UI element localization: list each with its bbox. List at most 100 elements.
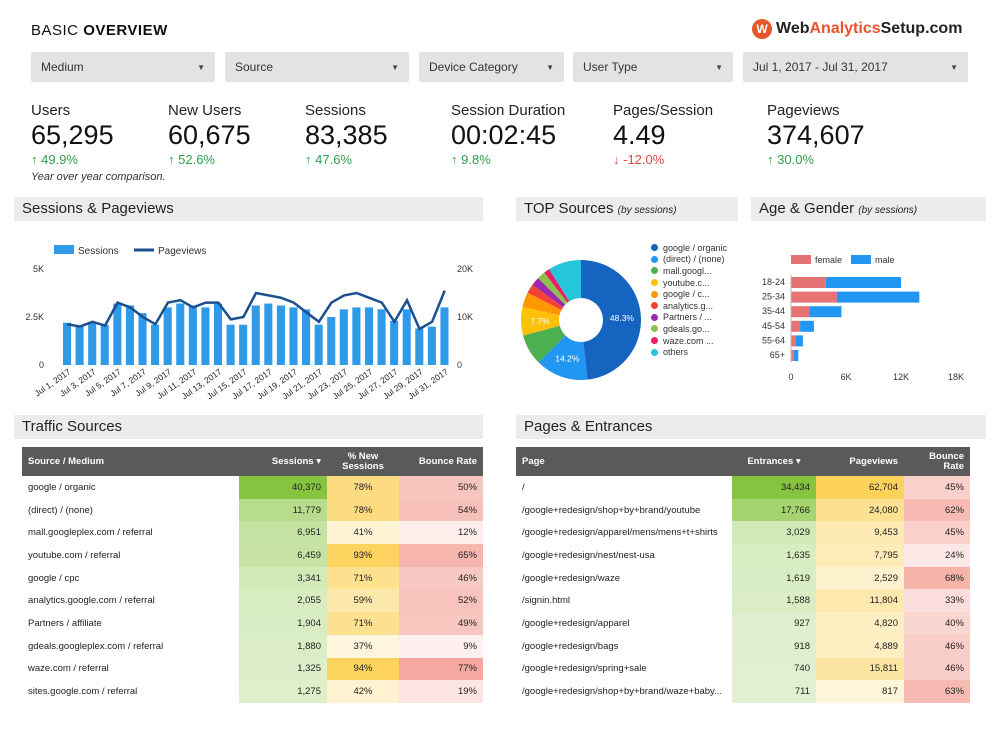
bounce-rate-cell: 50% — [399, 476, 483, 499]
kpi-change: ↑ 30.0% — [767, 152, 814, 167]
arrow-up-icon: ↑ — [305, 152, 312, 167]
sessions-bar — [440, 307, 449, 365]
medium-filter[interactable]: Medium ▼ — [31, 52, 215, 82]
pageviews-cell: 4,820 — [816, 612, 904, 635]
sessions-cell: 3,341 — [239, 566, 327, 590]
page-cell: /google+redesign/shop+by+brand/youtube — [522, 504, 701, 516]
left-axis-tick: 0 — [39, 360, 44, 370]
source-medium-cell: google / organic — [28, 481, 96, 493]
page-cell: /google+redesign/apparel/mens/mens+t+shi… — [522, 527, 718, 539]
source-medium-cell: sites.google.com / referral — [28, 686, 138, 698]
pageviews-cell: 9,453 — [816, 521, 904, 545]
bounce-rate-cell: 33% — [904, 589, 970, 613]
bounce-rate-cell: 49% — [399, 612, 483, 635]
bounce-rate-cell: 46% — [904, 657, 970, 681]
table-row[interactable]: gdeals.googleplex.com / referral 1,880 37%… — [22, 634, 483, 658]
top-sources-pie-chart: 48.3% 14.2% 7.7% — [521, 260, 642, 380]
table-row[interactable]: / 34,434 62,704 45% — [516, 476, 970, 499]
source-medium-cell: (direct) / (none) — [28, 504, 93, 516]
sessions-bar — [415, 328, 424, 365]
sessions-bar — [138, 313, 147, 365]
device-category-filter[interactable]: Device Category ▼ — [419, 52, 564, 82]
sessions-bar — [377, 309, 386, 365]
legend-item: google / c... — [651, 288, 727, 300]
new-sessions-cell: 71% — [327, 612, 399, 635]
table-row[interactable]: /google+redesign/bags 918 4,889 46% — [516, 634, 970, 658]
col-page[interactable]: Page — [516, 447, 732, 476]
col-bounce-rate[interactable]: Bounce Rate — [399, 447, 483, 476]
table-row[interactable]: mall.googleplex.com / referral 6,951 41% 12… — [22, 521, 483, 545]
table-row[interactable]: google / cpc 3,341 71% 46% — [22, 566, 483, 590]
table-row[interactable]: Partners / affiliate 1,904 71% 49% — [22, 612, 483, 635]
col-sessions[interactable]: Sessions ▾ — [239, 447, 327, 476]
date-range-picker[interactable]: Jul 1, 2017 - Jul 31, 2017 ▼ — [743, 52, 968, 82]
female-bar — [791, 335, 796, 347]
sessions-bar — [289, 307, 298, 365]
age-gender-header: Age & Gender (by sessions) — [751, 197, 986, 221]
legend-male-swatch — [851, 255, 871, 264]
pageviews-cell: 4,889 — [816, 634, 904, 658]
col-bounce-rate[interactable]: Bounce Rate — [904, 447, 970, 476]
pageviews-cell: 15,811 — [816, 657, 904, 681]
pages-entrances-header: Pages & Entrances — [516, 415, 986, 439]
user-type-filter[interactable]: User Type ▼ — [573, 52, 733, 82]
col-pageviews[interactable]: Pageviews — [816, 447, 904, 476]
legend-sessions: Sessions — [78, 246, 119, 257]
age-category-label: 35-44 — [762, 306, 785, 316]
sessions-bar — [163, 307, 172, 365]
table-row[interactable]: /google+redesign/spring+sale 740 15,811 46% — [516, 657, 970, 681]
table-row[interactable]: google / organic 40,370 78% 50% — [22, 476, 483, 499]
table-row[interactable]: /google+redesign/shop+by+brand/youtube 17… — [516, 498, 970, 522]
age-x-tick: 0 — [788, 372, 793, 382]
legend-dot-icon — [651, 267, 658, 275]
pie-slice-label: 48.3% — [610, 313, 635, 323]
legend-item: analytics.g... — [651, 300, 727, 312]
sessions-cell: 2,055 — [239, 589, 327, 613]
new-sessions-cell: 41% — [327, 521, 399, 545]
sessions-bar — [125, 305, 134, 365]
table-row[interactable]: /google+redesign/apparel/mens/mens+t+shi… — [516, 521, 970, 545]
female-bar — [791, 320, 801, 332]
table-row[interactable]: (direct) / (none) 11,779 78% 54% — [22, 498, 483, 522]
col-new-sessions[interactable]: % New Sessions — [327, 447, 399, 476]
bounce-rate-cell: 46% — [399, 566, 483, 590]
pageviews-cell: 11,804 — [816, 589, 904, 613]
yoy-note: Year over year comparison. — [31, 171, 166, 183]
new-sessions-cell: 78% — [327, 476, 399, 499]
pie-slice — [581, 260, 642, 380]
table-row[interactable]: /google+redesign/shop+by+brand/waze+baby… — [516, 680, 970, 703]
table-row[interactable]: youtube.com / referral 6,459 93% 65% — [22, 544, 483, 567]
bounce-rate-cell: 45% — [904, 521, 970, 545]
traffic-sources-header: Traffic Sources — [14, 415, 483, 439]
sessions-bar — [113, 303, 122, 365]
kpi-pages-session: Pages/Session 4.49 ↓ -12.0% — [613, 102, 713, 167]
col-source-medium[interactable]: Source / Medium — [22, 447, 239, 476]
legend-item: youtube.c... — [651, 277, 727, 289]
age-x-tick: 18K — [948, 372, 964, 382]
kpi-change: ↑ 47.6% — [305, 152, 352, 167]
table-row[interactable]: /google+redesign/apparel 927 4,820 40% — [516, 612, 970, 635]
entrances-cell: 1,619 — [732, 566, 816, 590]
sessions-bar — [151, 324, 160, 365]
legend-pageviews: Pageviews — [158, 246, 206, 257]
table-row[interactable]: analytics.google.com / referral 2,055 59% 5… — [22, 589, 483, 613]
page-title: BASIC OVERVIEW — [31, 22, 168, 39]
pageviews-cell: 2,529 — [816, 566, 904, 590]
source-filter[interactable]: Source ▼ — [225, 52, 409, 82]
kpi-value: 83,385 — [305, 120, 388, 150]
kpi-label: New Users — [168, 102, 242, 119]
kpi-value: 60,675 — [168, 120, 251, 150]
legend-dot-icon — [651, 337, 658, 345]
pie-slice-label: 7.7% — [530, 316, 550, 326]
table-row[interactable]: waze.com / referral 1,325 94% 77% — [22, 657, 483, 681]
arrow-down-icon: ↓ — [613, 152, 620, 167]
table-row[interactable]: /google+redesign/waze 1,619 2,529 68% — [516, 566, 970, 590]
legend-item: (direct) / (none) — [651, 254, 727, 266]
entrances-cell: 34,434 — [732, 476, 816, 499]
col-entrances[interactable]: Entrances ▾ — [732, 447, 816, 476]
table-row[interactable]: /google+redesign/nest/nest-usa 1,635 7,795… — [516, 544, 970, 567]
table-row[interactable]: /signin.html 1,588 11,804 33% — [516, 589, 970, 613]
table-row[interactable]: sites.google.com / referral 1,275 42% 19% — [22, 680, 483, 703]
entrances-cell: 740 — [732, 657, 816, 681]
pie-slice — [521, 306, 560, 336]
